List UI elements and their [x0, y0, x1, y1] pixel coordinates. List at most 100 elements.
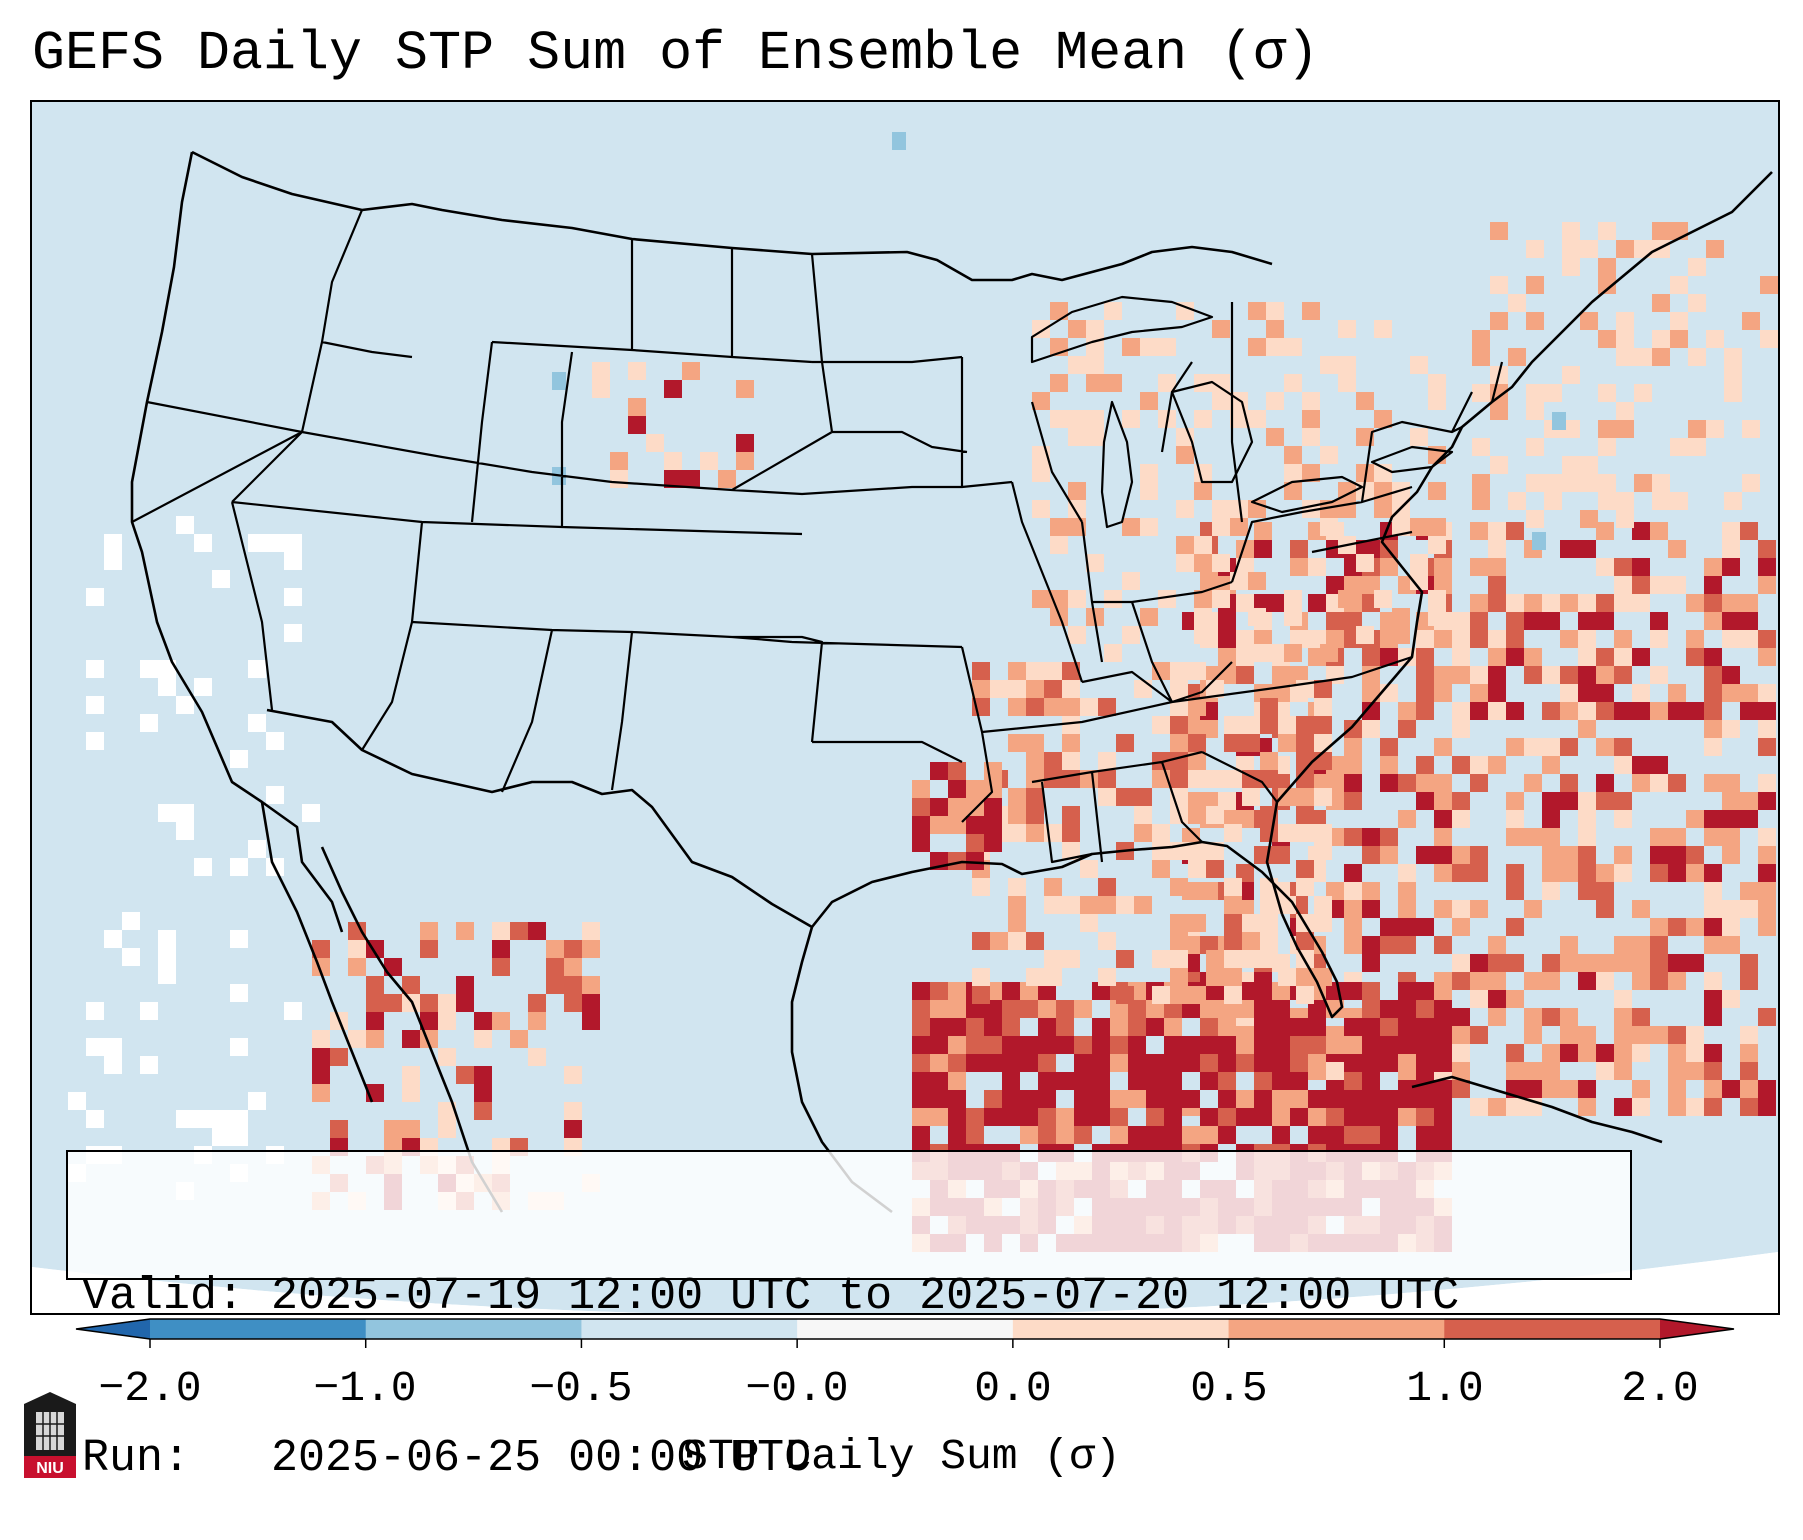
anomaly-cell — [1634, 384, 1652, 402]
anomaly-cell — [1634, 348, 1652, 366]
anomaly-cell — [1338, 320, 1356, 338]
anomaly-cell — [1542, 792, 1560, 810]
valid-run-info-box: Valid: 2025-07-19 12:00 UTC to 2025-07-2… — [66, 1150, 1632, 1484]
anomaly-cell — [1398, 900, 1416, 918]
anomaly-cell — [1314, 716, 1332, 734]
anomaly-cell — [1398, 1090, 1416, 1108]
anomaly-cell — [966, 852, 984, 870]
anomaly-cell — [1758, 864, 1776, 882]
anomaly-cell — [1578, 1026, 1596, 1044]
anomaly-cell — [1176, 428, 1194, 446]
anomaly-cell — [1578, 540, 1596, 558]
anomaly-cell — [1212, 518, 1230, 536]
anomaly-cell — [1614, 576, 1632, 594]
anomaly-cell — [1374, 320, 1392, 338]
anomaly-cell — [1614, 846, 1632, 864]
anomaly-cell — [1524, 774, 1542, 792]
anomaly-cell — [1724, 384, 1742, 402]
anomaly-cell — [1506, 990, 1524, 1008]
anomaly-cell — [1560, 540, 1578, 558]
anomaly-cell — [1544, 492, 1562, 510]
anomaly-cell — [1032, 590, 1050, 608]
anomaly-cell — [1086, 554, 1104, 572]
anomaly-cell — [1632, 900, 1650, 918]
anomaly-cell — [1080, 896, 1098, 914]
anomaly-cell — [1242, 932, 1260, 950]
anomaly-cell — [1026, 680, 1044, 698]
anomaly-cell — [912, 1072, 930, 1090]
anomaly-cell — [1302, 410, 1320, 428]
anomaly-cell — [1506, 594, 1524, 612]
anomaly-cell — [1194, 374, 1212, 392]
anomaly-cell — [1598, 474, 1616, 492]
anomaly-cell — [330, 1120, 348, 1138]
anomaly-cell — [1596, 792, 1614, 810]
anomaly-cell — [1146, 1090, 1164, 1108]
anomaly-cell — [1284, 644, 1302, 662]
anomaly-cell — [1194, 410, 1212, 428]
anomaly-cell — [1380, 828, 1398, 846]
anomaly-cell — [1472, 438, 1490, 456]
anomaly-cell — [1128, 1126, 1146, 1144]
anomaly-cell — [348, 940, 366, 958]
anomaly-cell — [1062, 680, 1080, 698]
anomaly-cell — [1740, 1026, 1758, 1044]
anomaly-cell — [1488, 756, 1506, 774]
anomaly-cell — [948, 1108, 966, 1126]
no-data-cell — [86, 732, 104, 750]
anomaly-cell — [1374, 500, 1392, 518]
colorbar-bin — [365, 1319, 582, 1339]
anomaly-cell — [1686, 810, 1704, 828]
no-data-cell — [158, 660, 176, 678]
anomaly-cell — [1170, 734, 1188, 752]
anomaly-cell — [1614, 1044, 1632, 1062]
anomaly-cell — [1224, 896, 1242, 914]
anomaly-cell — [1560, 1080, 1578, 1098]
anomaly-cell — [1614, 1026, 1632, 1044]
anomaly-cell — [1722, 846, 1740, 864]
anomaly-cell — [1206, 950, 1224, 968]
anomaly-cell — [1614, 792, 1632, 810]
anomaly-cell — [1098, 698, 1116, 716]
anomaly-cell — [1002, 1018, 1020, 1036]
anomaly-cell — [1650, 666, 1668, 684]
anomaly-cell — [1284, 590, 1302, 608]
anomaly-cell — [1374, 464, 1392, 482]
anomaly-cell — [1596, 900, 1614, 918]
anomaly-cell — [1008, 932, 1026, 950]
no-data-cell — [230, 1038, 248, 1056]
anomaly-cell — [682, 470, 700, 488]
anomaly-cell — [1236, 1090, 1254, 1108]
anomaly-cell — [1038, 1090, 1056, 1108]
anomaly-cell — [1236, 1108, 1254, 1126]
anomaly-cell — [1740, 702, 1758, 720]
anomaly-cell — [1506, 612, 1524, 630]
no-data-cell — [176, 804, 194, 822]
no-data-cell — [230, 858, 248, 876]
anomaly-cell — [1434, 828, 1452, 846]
anomaly-cell — [1758, 774, 1776, 792]
anomaly-cell — [984, 1090, 1002, 1108]
anomaly-cell — [1668, 918, 1686, 936]
anomaly-cell — [1302, 392, 1320, 410]
anomaly-cell — [1614, 648, 1632, 666]
anomaly-cell — [1218, 1000, 1236, 1018]
anomaly-cell — [1434, 1054, 1452, 1072]
anomaly-cell — [1296, 878, 1314, 896]
anomaly-cell — [1326, 882, 1344, 900]
anomaly-cell — [474, 1084, 492, 1102]
anomaly-cell — [1050, 518, 1068, 536]
anomaly-cell — [528, 1012, 546, 1030]
anomaly-cell — [1194, 554, 1212, 572]
anomaly-cell — [1562, 456, 1580, 474]
anomaly-cell — [1236, 594, 1254, 612]
anomaly-cell — [1038, 1054, 1056, 1072]
anomaly-cell — [912, 1090, 930, 1108]
anomaly-cell — [1688, 420, 1706, 438]
anomaly-cell — [1596, 522, 1614, 540]
anomaly-cell — [966, 834, 984, 852]
anomaly-cell — [1026, 698, 1044, 716]
anomaly-cell — [1044, 950, 1062, 968]
anomaly-cell — [1020, 1036, 1038, 1054]
anomaly-cell — [1074, 1054, 1092, 1072]
